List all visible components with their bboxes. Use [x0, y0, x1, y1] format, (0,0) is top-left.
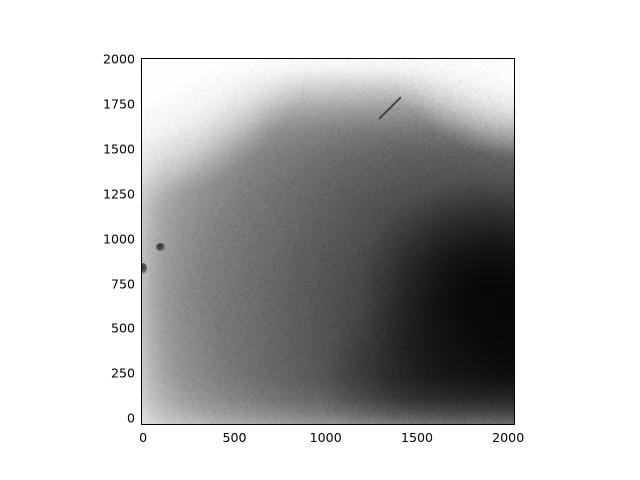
y-tick-label: 1000 [102, 231, 135, 247]
x-tick-label: 1000 [309, 430, 342, 445]
y-tick-label: 250 [110, 366, 135, 381]
y-tick-mark [141, 201, 142, 202]
x-tick-mark [417, 424, 418, 425]
x-tick-mark [508, 424, 509, 425]
x-tick-mark [143, 424, 144, 425]
x-tick-label: 500 [222, 430, 247, 445]
x-tick-label: 2000 [492, 430, 525, 445]
y-tick-mark [141, 156, 142, 157]
y-tick-label: 2000 [102, 51, 135, 67]
y-tick-mark [141, 246, 142, 247]
y-tick-mark [141, 66, 142, 67]
defect-edge-left [142, 263, 147, 274]
x-axis-tick-labels: 0 500 1000 1500 2000 [139, 430, 524, 452]
x-tick-label: 0 [139, 430, 148, 445]
plot-axes[interactable] [141, 58, 515, 425]
y-tick-mark [141, 380, 142, 381]
x-tick-mark [326, 424, 327, 425]
y-tick-label: 0 [126, 410, 135, 426]
y-tick-mark [141, 290, 142, 291]
image-pixel-noise [142, 59, 514, 424]
y-tick-label: 1250 [102, 186, 135, 202]
x-tick-mark [234, 424, 235, 425]
y-tick-label: 500 [110, 321, 135, 337]
dust-blob-left [156, 243, 165, 251]
y-tick-mark [141, 335, 142, 336]
y-tick-label: 1750 [102, 96, 135, 112]
heatmap-image [142, 59, 514, 424]
y-axis-tick-labels: 2000 1750 1500 1250 1000 750 500 250 0 [0, 53, 135, 426]
y-tick-label: 750 [110, 276, 135, 292]
y-tick-mark [141, 111, 142, 112]
y-tick-label: 1500 [102, 141, 135, 157]
x-tick-label: 1500 [400, 430, 434, 445]
